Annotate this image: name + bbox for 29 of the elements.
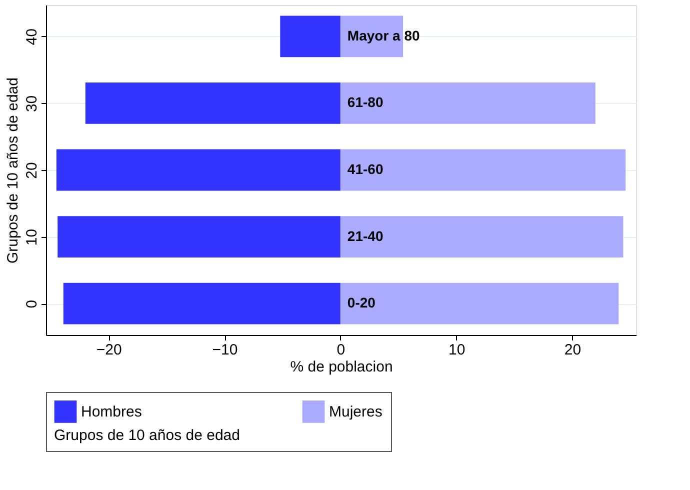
bar (56, 149, 340, 191)
bar (58, 216, 340, 258)
annotation: 0-20 (347, 294, 376, 311)
annotation: Mayor a 80 (347, 27, 420, 44)
bar (85, 82, 340, 124)
legend-label: Mujeres (329, 404, 382, 421)
annotation: 61-80 (347, 94, 384, 110)
bar (340, 82, 596, 124)
y-tick-label: 30 (24, 95, 40, 112)
y-tick-label: 0 (24, 300, 40, 308)
x-tick-label: −10 (212, 342, 238, 358)
y-axis-title: Grupos de 10 años de edad (4, 78, 22, 264)
legend-title: Grupos de 10 años de edad (54, 427, 240, 444)
y-tick-label: 20 (24, 162, 40, 179)
y-tick-label: 10 (24, 228, 40, 246)
legend-label: Hombres (81, 404, 142, 421)
x-tick-label: −20 (96, 342, 122, 358)
x-axis-title: % de poblacion (290, 358, 393, 376)
annotation: 41-60 (347, 161, 384, 177)
x-tick-label: 10 (448, 342, 466, 358)
x-tick-label: 0 (336, 342, 346, 358)
bar (340, 282, 619, 324)
x-tick-label: 20 (564, 342, 582, 358)
bar (63, 282, 340, 324)
annotation: 21-40 (347, 228, 384, 244)
bar (340, 216, 624, 258)
bar (340, 149, 626, 191)
bar (280, 16, 340, 58)
y-tick-label: 40 (24, 28, 40, 46)
